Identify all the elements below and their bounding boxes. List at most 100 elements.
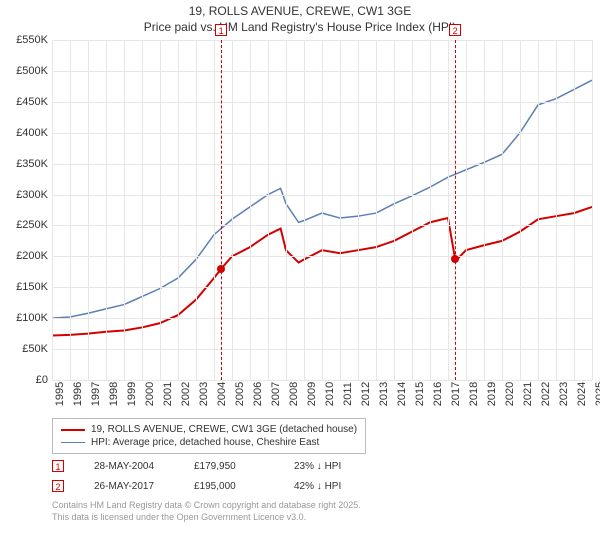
event-marker: 1 (215, 24, 227, 36)
legend-row: 19, ROLLS AVENUE, CREWE, CW1 3GE (detach… (61, 423, 357, 436)
gridline-v (340, 40, 341, 380)
event-vline (221, 40, 222, 380)
y-tick-label: £400K (16, 127, 52, 139)
y-tick-label: £150K (16, 281, 52, 293)
gridline-v (124, 40, 125, 380)
gridline-v (394, 40, 395, 380)
y-tick-label: £50K (22, 343, 52, 355)
x-tick-label: 2015 (412, 382, 426, 406)
event-date: 26-MAY-2017 (94, 481, 164, 492)
x-tick-label: 2012 (358, 382, 372, 406)
gridline-v (448, 40, 449, 380)
x-tick-label: 2020 (502, 382, 516, 406)
x-tick-label: 2010 (322, 382, 336, 406)
event-vline (455, 40, 456, 380)
sale-dot (451, 255, 459, 263)
event-price: £179,950 (194, 461, 264, 472)
x-tick-label: 2013 (376, 382, 390, 406)
event-row: 226-MAY-2017£195,00042% ↓ HPI (52, 476, 600, 496)
x-tick-label: 2014 (394, 382, 408, 406)
y-tick-label: £250K (16, 219, 52, 231)
chart-title: 19, ROLLS AVENUE, CREWE, CW1 3GE Price p… (0, 0, 600, 35)
event-date: 28-MAY-2004 (94, 461, 164, 472)
event-marker-small: 2 (52, 480, 64, 492)
x-tick-label: 2007 (268, 382, 282, 406)
x-tick-label: 1996 (70, 382, 84, 406)
footer-line1: Contains HM Land Registry data © Crown c… (52, 500, 361, 510)
x-tick-label: 2023 (556, 382, 570, 406)
x-tick-label: 2022 (538, 382, 552, 406)
y-tick-label: £350K (16, 158, 52, 170)
gridline-v (106, 40, 107, 380)
x-tick-label: 2021 (520, 382, 534, 406)
x-tick-label: 2009 (304, 382, 318, 406)
x-tick-label: 1995 (52, 382, 66, 406)
gridline-v (358, 40, 359, 380)
x-tick-label: 2002 (178, 382, 192, 406)
gridline-v (160, 40, 161, 380)
gridline-v (52, 40, 53, 380)
event-row: 1 28-MAY-2004 £179,950 23% ↓ HPI (52, 456, 600, 476)
gridline-v (142, 40, 143, 380)
gridline-v (70, 40, 71, 380)
x-tick-label: 2008 (286, 382, 300, 406)
gridline-v (592, 40, 593, 380)
legend-label: HPI: Average price, detached house, Ches… (91, 437, 319, 448)
x-tick-label: 2003 (196, 382, 210, 406)
gridline-v (520, 40, 521, 380)
gridline-v (376, 40, 377, 380)
gridline-v (88, 40, 89, 380)
x-tick-label: 2005 (232, 382, 246, 406)
gridline-v (502, 40, 503, 380)
plot-area: £0£50K£100K£150K£200K£250K£300K£350K£400… (52, 40, 592, 380)
gridline-v (250, 40, 251, 380)
legend-label: 19, ROLLS AVENUE, CREWE, CW1 3GE (detach… (91, 424, 357, 435)
gridline-v (214, 40, 215, 380)
title-line2: Price paid vs. HM Land Registry's House … (144, 20, 456, 34)
sale-dot (217, 265, 225, 273)
y-tick-label: £500K (16, 65, 52, 77)
title-line1: 19, ROLLS AVENUE, CREWE, CW1 3GE (189, 4, 412, 18)
x-tick-label: 2017 (448, 382, 462, 406)
x-tick-label: 2001 (160, 382, 174, 406)
gridline-v (556, 40, 557, 380)
footer-line2: This data is licensed under the Open Gov… (52, 512, 306, 522)
x-tick-label: 2019 (484, 382, 498, 406)
gridline-v (322, 40, 323, 380)
x-tick-label: 2025 (592, 382, 600, 406)
y-tick-label: £550K (16, 34, 52, 46)
event-delta: 42% ↓ HPI (294, 481, 364, 492)
x-tick-label: 2016 (430, 382, 444, 406)
x-tick-label: 2011 (340, 382, 354, 406)
gridline-v (466, 40, 467, 380)
gridline-v (484, 40, 485, 380)
gridline-v (178, 40, 179, 380)
x-tick-label: 2004 (214, 382, 228, 406)
x-tick-label: 1998 (106, 382, 120, 406)
events-table: 1 28-MAY-2004 £179,950 23% ↓ HPI 2 26-MAY-201… (52, 456, 600, 496)
legend-swatch (61, 442, 85, 444)
x-tick-label: 1999 (124, 382, 138, 406)
gridline-v (196, 40, 197, 380)
y-tick-label: £100K (16, 312, 52, 324)
x-tick-label: 1997 (88, 382, 102, 406)
x-tick-label: 2000 (142, 382, 156, 406)
gridline-v (538, 40, 539, 380)
event-delta: 23% ↓ HPI (294, 461, 364, 472)
legend-swatch (61, 429, 85, 431)
event-marker: 2 (449, 24, 461, 36)
legend: 19, ROLLS AVENUE, CREWE, CW1 3GE (detach… (52, 418, 366, 454)
gridline-v (268, 40, 269, 380)
gridline-v (232, 40, 233, 380)
gridline-v (430, 40, 431, 380)
x-tick-label: 2018 (466, 382, 480, 406)
gridline-v (412, 40, 413, 380)
y-tick-label: £300K (16, 189, 52, 201)
legend-row: HPI: Average price, detached house, Ches… (61, 436, 357, 449)
event-marker-small: 1 (52, 460, 64, 472)
y-tick-label: £200K (16, 250, 52, 262)
x-tick-label: 2024 (574, 382, 588, 406)
gridline-v (304, 40, 305, 380)
y-tick-label: £450K (16, 96, 52, 108)
y-tick-label: £0 (36, 374, 52, 386)
